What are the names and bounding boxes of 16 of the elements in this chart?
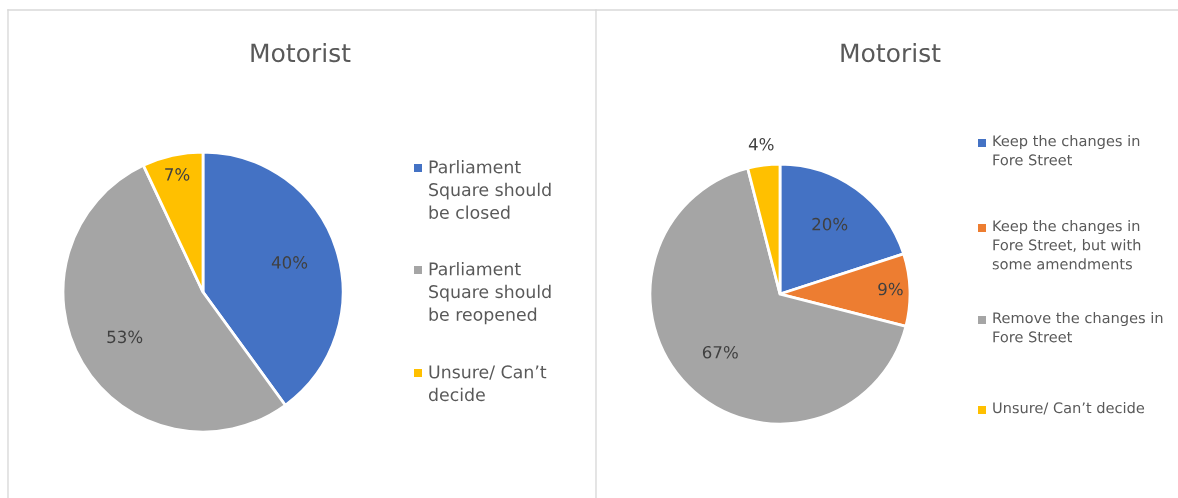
- legend-label: Remove the changes in Fore Street: [993, 312, 1163, 343]
- legend-label: Parliament Square should be closed: [429, 160, 551, 219]
- data-label: 20%: [812, 217, 848, 231]
- data-label: 67%: [702, 345, 738, 359]
- legend-label: Keep the changes in Fore Street, but with some amendments: [992, 220, 1141, 270]
- legend-label: Parliament Square should be reopened: [429, 262, 551, 325]
- chart-title: Motorist: [251, 42, 351, 63]
- data-label: 4%: [748, 137, 774, 151]
- data-label: 53%: [107, 330, 143, 344]
- data-label: 9%: [878, 282, 903, 296]
- legend-label: Unsure/ Can’t decide: [428, 365, 547, 402]
- data-label: 40%: [271, 256, 308, 269]
- legend-label: Unsure/ Can’t decide: [993, 402, 1145, 415]
- legend-label: Keep the changes in Fore Street: [993, 135, 1140, 166]
- data-label: 7%: [165, 168, 190, 181]
- chart-title: Motorist: [841, 42, 941, 63]
